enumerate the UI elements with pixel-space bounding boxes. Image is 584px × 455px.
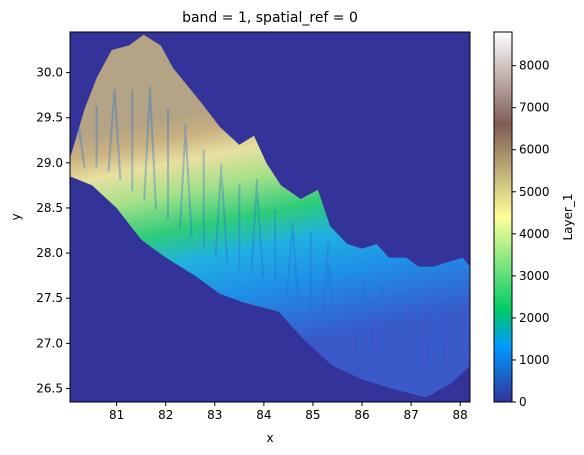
plot-area xyxy=(69,31,471,403)
x-tick-label: 84 xyxy=(256,408,271,422)
y-tick-label: 27.0 xyxy=(36,336,63,350)
elevation-raster-region xyxy=(70,34,470,398)
y-axis: 26.5 27.0 27.5 28.0 28.5 29.0 29.5 30.0 xyxy=(36,66,70,395)
colorbar-tick-label: 6000 xyxy=(519,143,550,157)
colorbar-tick-label: 1000 xyxy=(519,353,550,367)
y-tick-label: 28.5 xyxy=(36,201,63,215)
colorbar-tick-label: 4000 xyxy=(519,227,550,241)
y-tick-label: 29.0 xyxy=(36,156,63,170)
colorbar-fill xyxy=(493,31,513,403)
colorbar-tick-label: 3000 xyxy=(519,269,550,283)
x-axis: 81 82 83 84 85 86 87 88 xyxy=(109,402,468,422)
x-tick-label: 87 xyxy=(403,408,418,422)
colorbar-tick-label: 5000 xyxy=(519,185,550,199)
y-axis-label: y xyxy=(9,213,23,220)
y-tick-label: 28.0 xyxy=(36,246,63,260)
y-tick-label: 30.0 xyxy=(36,66,63,80)
x-tick-label: 82 xyxy=(158,408,173,422)
y-tick-label: 29.5 xyxy=(36,111,63,125)
x-axis-label: x xyxy=(266,431,273,445)
colorbar-tick-label: 7000 xyxy=(519,101,550,115)
valley-shading xyxy=(77,86,470,370)
colorbar-label: Layer_1 xyxy=(561,193,575,240)
x-tick-label: 83 xyxy=(207,408,222,422)
chart-title: band = 1, spatial_ref = 0 xyxy=(182,10,358,26)
x-tick-label: 88 xyxy=(453,408,468,422)
colorbar-tick-label: 0 xyxy=(519,395,527,409)
x-tick-label: 81 xyxy=(109,408,124,422)
y-tick-label: 27.5 xyxy=(36,291,63,305)
y-tick-label: 26.5 xyxy=(36,381,63,395)
x-tick-label: 85 xyxy=(305,408,320,422)
x-tick-label: 86 xyxy=(354,408,369,422)
colorbar-tick-label: 8000 xyxy=(519,59,550,73)
colorbar: 0 1000 2000 3000 4000 5000 6000 7000 8000 Layer_… xyxy=(493,31,575,409)
colorbar-tick-label: 2000 xyxy=(519,311,550,325)
plot-frame xyxy=(69,31,471,403)
colorbar-ticks: 0 1000 2000 3000 4000 5000 6000 7000 8000 xyxy=(512,59,550,409)
